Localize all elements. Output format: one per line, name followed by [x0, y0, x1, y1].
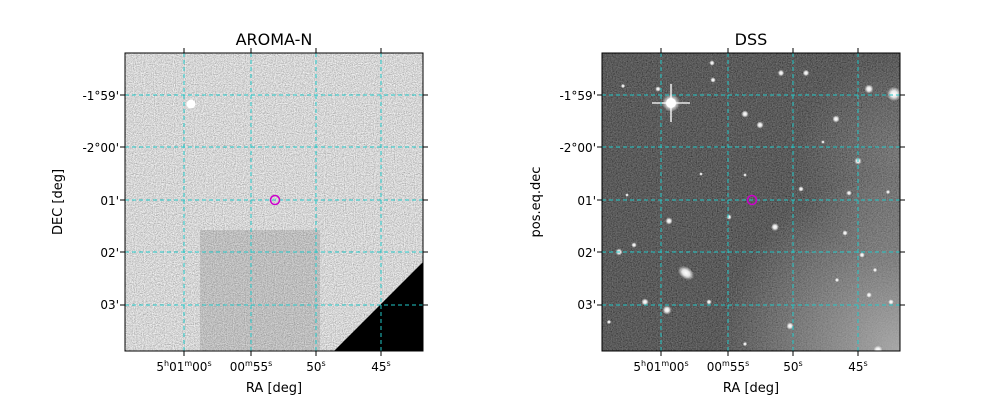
star — [886, 86, 900, 102]
image-noise — [125, 53, 423, 351]
bright-source — [186, 99, 196, 109]
star-field — [606, 60, 900, 351]
star — [710, 77, 716, 83]
y-axis-label: DEC [deg] — [51, 169, 66, 235]
star — [606, 319, 612, 325]
panel-aroma-n: AROMA-N -1°59' -2°00' 01' 02' 03' 5h01m0… — [51, 30, 428, 396]
star — [885, 189, 891, 195]
coordinate-grid — [125, 53, 423, 351]
y-tick-label: -2°00' — [82, 141, 119, 155]
y-tick-label: 03' — [577, 298, 596, 312]
star — [888, 299, 894, 305]
x-tick-label: 00m55s — [230, 359, 273, 374]
y-tick-label: -1°59' — [82, 89, 119, 103]
x-tick-label: 45s — [848, 359, 867, 374]
coordinate-grid — [602, 53, 900, 351]
x-tick-label: 5h01m00s — [156, 359, 211, 374]
star — [756, 121, 764, 129]
star — [641, 298, 649, 306]
star — [741, 110, 749, 118]
star — [771, 223, 779, 231]
star — [842, 230, 848, 236]
star — [864, 84, 874, 94]
star — [873, 345, 883, 351]
star — [777, 69, 785, 77]
x-tick-label: 50s — [783, 359, 802, 374]
star — [620, 83, 626, 89]
y-tick-label: 02' — [100, 246, 119, 260]
star — [662, 305, 672, 315]
axes-frame — [124, 52, 424, 352]
target-marker — [269, 194, 281, 206]
star — [742, 341, 748, 347]
image-haze — [602, 53, 900, 351]
y-tick-label: 02' — [577, 246, 596, 260]
y-tick-label: 01' — [100, 194, 119, 208]
panel-title: AROMA-N — [236, 30, 313, 49]
panel-title: DSS — [735, 30, 768, 49]
x-tick-label: 00m55s — [707, 359, 750, 374]
star — [802, 69, 810, 77]
x-tick-label: 50s — [306, 359, 325, 374]
star — [726, 214, 732, 220]
star — [872, 267, 878, 273]
star — [786, 322, 794, 330]
star — [665, 217, 673, 225]
sky-image — [602, 53, 900, 351]
star — [846, 190, 852, 196]
star — [706, 299, 712, 305]
y-axis-label: pos.eq.dec — [529, 167, 544, 238]
y-tick-label: -1°59' — [559, 89, 596, 103]
target-marker — [746, 194, 758, 206]
y-tick-label: 01' — [577, 194, 596, 208]
x-tick-label: 45s — [371, 359, 390, 374]
star — [866, 292, 872, 298]
image-dark-patch — [200, 230, 320, 350]
y-tick-label: -2°00' — [559, 141, 596, 155]
star — [631, 242, 637, 248]
x-axis-label: RA [deg] — [246, 381, 302, 396]
sky-image — [125, 53, 423, 351]
y-tick-label: 03' — [100, 298, 119, 312]
star — [832, 115, 840, 123]
star — [798, 186, 804, 192]
masked-corner — [334, 262, 423, 351]
star — [625, 193, 629, 197]
star — [859, 252, 865, 258]
bright-star — [652, 84, 690, 122]
galaxy — [677, 265, 695, 281]
panel-dss: DSS -1°59' -2°00' 01' 02' 03' 5h01m — [529, 30, 905, 396]
star — [655, 86, 661, 92]
star — [834, 277, 840, 283]
star — [709, 60, 715, 66]
tick-marks — [120, 48, 428, 356]
tick-marks — [597, 48, 905, 356]
x-axis-label: RA [deg] — [723, 381, 779, 396]
star — [821, 140, 825, 144]
star — [743, 173, 747, 177]
star — [699, 172, 703, 176]
x-tick-label: 5h01m00s — [633, 359, 688, 374]
axes-frame — [601, 52, 901, 352]
